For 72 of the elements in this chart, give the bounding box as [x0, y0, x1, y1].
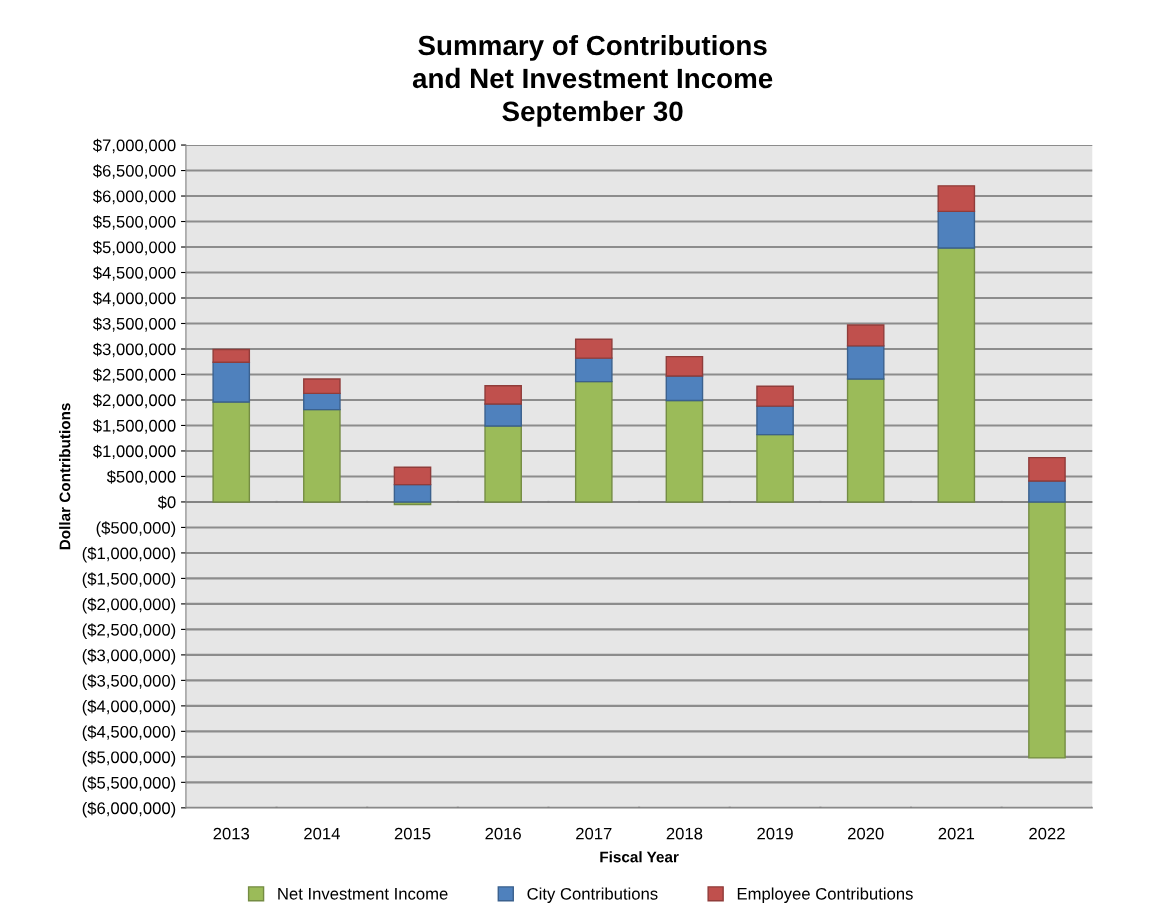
y-tick-label: $4,000,000 — [92, 291, 176, 307]
bar — [756, 385, 794, 407]
x-tick-label: 2017 — [576, 827, 612, 840]
y-tick-label: $1,000,000 — [92, 444, 176, 460]
y-tick-label: $3,500,000 — [92, 317, 176, 332]
bar — [1028, 501, 1066, 759]
y-tick-label: $5,000,000 — [92, 240, 176, 256]
x-axis-title: Fiscal Year — [600, 851, 679, 863]
legend-label: Net Investment Income — [278, 888, 448, 900]
bar — [846, 345, 885, 380]
y-tick-label: ($5,500,000) — [82, 776, 176, 792]
y-tick-label: ($5,000,000) — [82, 750, 176, 767]
x-tick-label: 2016 — [485, 827, 521, 840]
bar — [303, 392, 341, 411]
y-tick-label: ($1,500,000) — [82, 572, 176, 589]
y-tick-label: ($2,000,000) — [82, 597, 176, 614]
bar — [756, 433, 794, 503]
y-tick-label: $3,000,000 — [92, 342, 176, 358]
bar — [484, 384, 522, 405]
bar — [393, 466, 432, 486]
bar — [574, 380, 613, 503]
bar — [1028, 456, 1066, 482]
chart-title: Summary of Contributions and Net Investment Income September 30 — [412, 34, 773, 127]
y-tick-label: ($4,000,000) — [82, 699, 176, 716]
bar — [303, 408, 341, 503]
x-tick-label: 2013 — [213, 827, 250, 840]
legend-label: Employee Contributions — [737, 887, 913, 903]
bar — [937, 210, 976, 249]
bar — [484, 425, 522, 503]
bar — [846, 378, 885, 503]
bar — [665, 375, 704, 402]
y-tick-label: $4,500,000 — [92, 266, 176, 281]
bar — [484, 403, 522, 427]
y-tick-label: ($1,000,000) — [82, 546, 176, 563]
y-tick-label: $0 — [157, 495, 176, 510]
y-tick-label: $5,500,000 — [92, 215, 176, 230]
bar — [212, 361, 251, 403]
y-tick-label: $2,000,000 — [92, 393, 176, 409]
bar — [303, 378, 341, 395]
y-axis-title: Dollar Contributions — [59, 403, 71, 550]
y-tick-label: ($6,000,000) — [82, 801, 176, 818]
x-tick-label: 2014 — [304, 827, 340, 840]
y-tick-label: ($3,500,000) — [82, 674, 176, 690]
y-tick-label: ($2,500,000) — [82, 623, 176, 640]
bar — [574, 357, 613, 383]
bar — [574, 338, 613, 359]
y-tick-label: $1,500,000 — [92, 419, 176, 434]
legend-label: City Contributions — [527, 887, 658, 903]
bar — [756, 405, 794, 436]
x-tick-label: 2015 — [394, 827, 431, 840]
bar — [212, 401, 251, 503]
y-tick-label: $6,500,000 — [92, 164, 176, 179]
bar — [212, 348, 251, 363]
y-tick-label: ($3,000,000) — [82, 648, 176, 665]
y-tick-label: $7,000,000 — [92, 138, 176, 154]
bar — [665, 355, 704, 377]
bar — [665, 399, 704, 503]
x-tick-label: 2018 — [666, 827, 703, 840]
y-tick-label: ($500,000) — [96, 521, 176, 538]
bar — [937, 185, 976, 213]
x-tick-label: 2021 — [938, 827, 975, 840]
bar — [846, 324, 885, 347]
y-tick-label: ($4,500,000) — [82, 725, 176, 741]
x-tick-label: 2019 — [757, 827, 793, 840]
x-tick-label: 2020 — [847, 827, 884, 840]
x-tick-label: 2022 — [1029, 827, 1065, 840]
y-tick-label: $2,500,000 — [92, 368, 176, 383]
bar — [1028, 480, 1066, 503]
y-tick-label: $500,000 — [106, 470, 176, 485]
bar — [937, 247, 976, 503]
y-tick-label: $6,000,000 — [92, 189, 176, 205]
bar — [393, 483, 432, 503]
